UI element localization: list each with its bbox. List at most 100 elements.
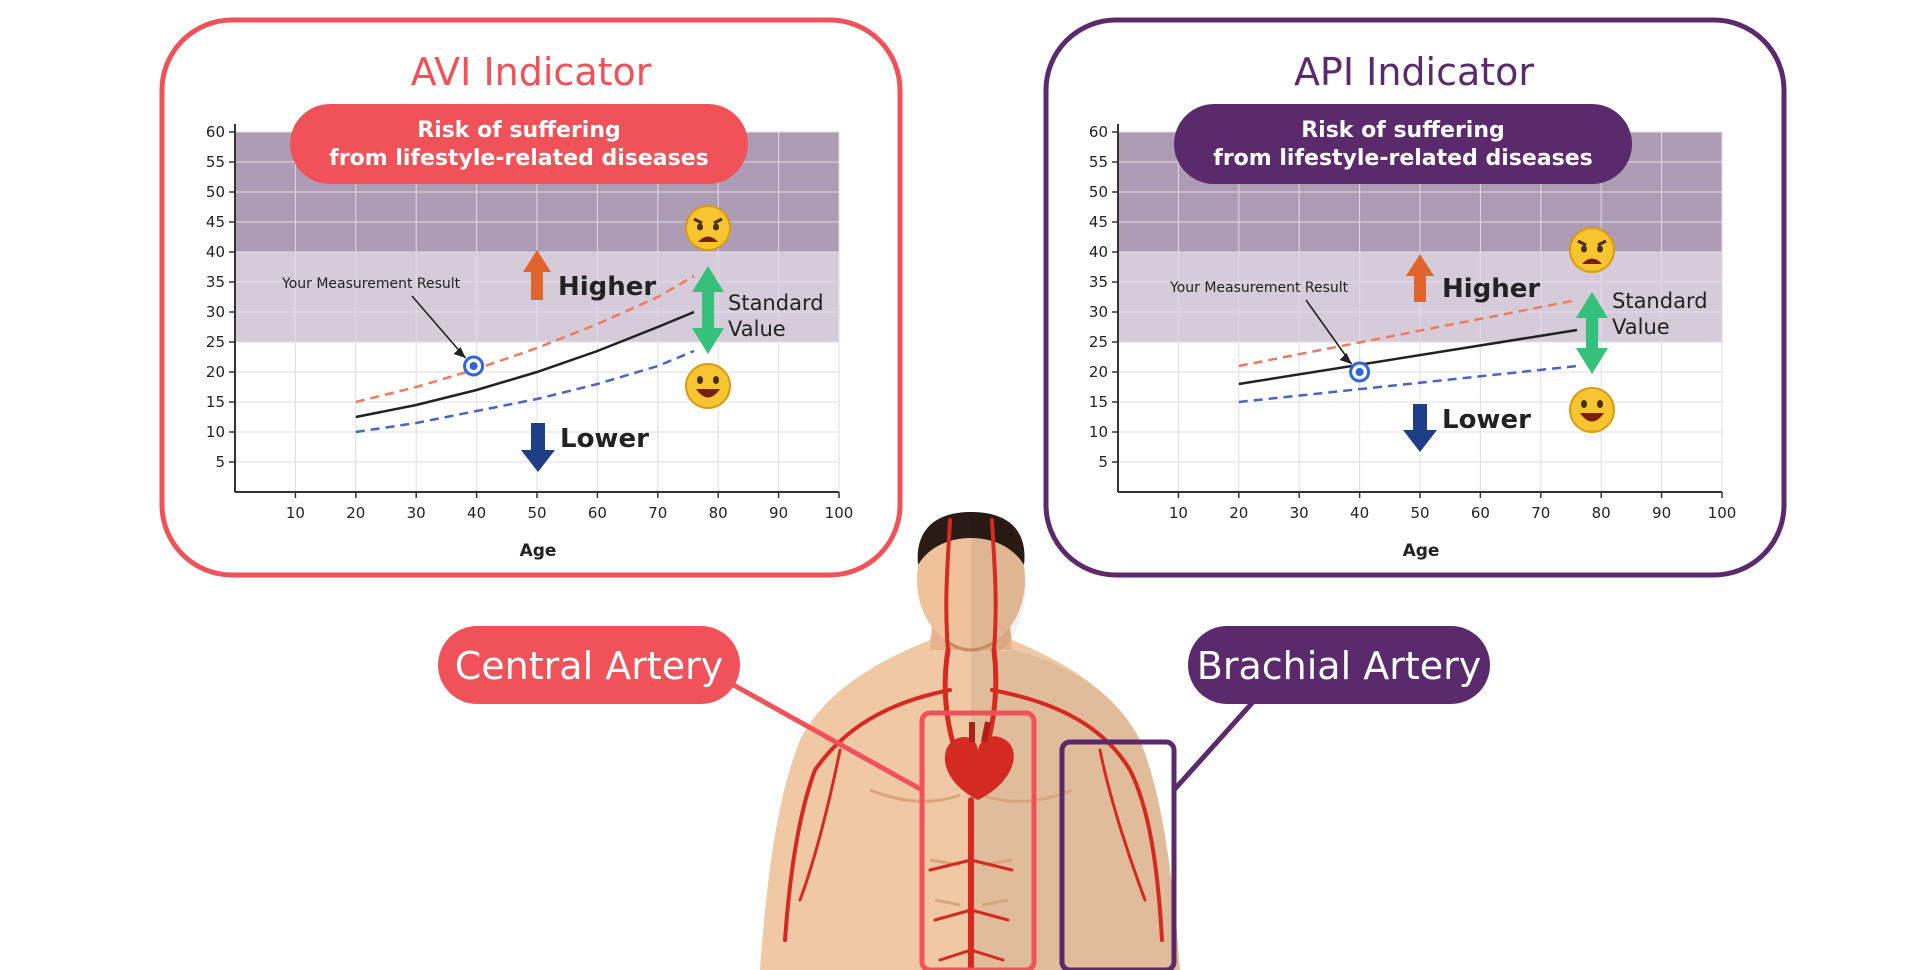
api-x-tick-label: 70 — [1531, 504, 1550, 522]
brachial-artery-label-text: Brachial Artery — [1197, 644, 1481, 688]
api-standard-label-2: Value — [1612, 315, 1670, 339]
api-banner-shape — [1174, 104, 1632, 184]
avi-upper-limit-line — [355, 274, 695, 404]
avi-x-tick-label: 80 — [709, 504, 728, 522]
api-lower-limit-line — [1238, 364, 1578, 404]
api-x-tick-label: 50 — [1410, 504, 1429, 522]
api-x-tick-label: 60 — [1471, 504, 1490, 522]
avi-y-tick-label: 35 — [206, 273, 225, 291]
avi-y-tick-label: 10 — [206, 423, 225, 441]
avi-x-tick-label: 30 — [407, 504, 426, 522]
avi-y-tick-label: 55 — [206, 153, 225, 171]
avi-x-tick-label: 20 — [346, 504, 365, 522]
avi-y-tick-label: 20 — [206, 363, 225, 381]
avi-measurement-pointer-head — [453, 347, 466, 358]
avi-standard-arrow-icon — [692, 266, 724, 354]
api-banner-line-2: from lifestyle-related diseases — [1213, 146, 1593, 171]
api-y-tick-label: 15 — [1089, 393, 1108, 411]
brachial-artery-highlight-box — [1059, 739, 1177, 970]
happy-face-icon — [685, 363, 731, 409]
api-y-tick-label: 60 — [1089, 123, 1108, 141]
avi-standard-label-1: Standard — [728, 291, 824, 315]
torso-head — [917, 512, 1025, 648]
avi-measurement-pointer — [411, 295, 467, 359]
avi-y-tick-label: 50 — [206, 183, 225, 201]
api-y-tick-label: 55 — [1089, 153, 1108, 171]
avi-risk-banner: Risk of suffering from lifestyle-related… — [290, 104, 748, 184]
avi-x-tick-label: 100 — [825, 504, 854, 522]
avi-y-tick-label: 5 — [215, 453, 225, 471]
api-x-tick-label: 10 — [1169, 504, 1188, 522]
worried-face-icon — [1569, 227, 1615, 273]
api-measurement-point — [1355, 368, 1364, 376]
avi-measurement-point — [469, 362, 478, 370]
avi-banner-line-2: from lifestyle-related diseases — [329, 146, 709, 171]
avi-x-tick-label: 10 — [286, 504, 305, 522]
central-artery-highlight-box — [919, 710, 1037, 970]
api-y-tick-label: 25 — [1089, 333, 1108, 351]
api-y-tick-label: 20 — [1089, 363, 1108, 381]
api-y-tick-label: 40 — [1089, 243, 1108, 261]
heart-icon — [944, 721, 1014, 800]
api-x-tick-label: 100 — [1708, 504, 1737, 522]
api-y-tick-label: 30 — [1089, 303, 1108, 321]
avi-banner-line-1: Risk of suffering — [417, 118, 621, 143]
api-lower-label: Lower — [1442, 405, 1531, 435]
avi-lower-label: Lower — [560, 424, 649, 454]
torso-hair — [917, 512, 1025, 565]
api-standard-line — [1238, 328, 1578, 386]
avi-y-tick-label: 40 — [206, 243, 225, 261]
api-panel-title: API Indicator — [1294, 50, 1534, 94]
torso-ab-lines — [929, 858, 1013, 907]
avi-standard-line — [355, 310, 695, 419]
api-y-tick-label: 45 — [1089, 213, 1108, 231]
brachial-artery-label: Brachial Artery — [1188, 626, 1490, 704]
api-banner-line-1: Risk of suffering — [1301, 118, 1505, 143]
avi-measurement-label: Your Measurement Result — [281, 276, 461, 292]
api-y-tick-label: 50 — [1089, 183, 1108, 201]
avi-x-axis-title: Age — [520, 541, 557, 561]
avi-x-tick-label: 60 — [588, 504, 607, 522]
avi-y-tick-label: 30 — [206, 303, 225, 321]
api-panel: API Indicator 5 10 15 20 25 30 35 40 45 50 55 60 10… — [1043, 17, 1787, 578]
avi-y-tick-label: 25 — [206, 333, 225, 351]
avi-y-tick-label: 15 — [206, 393, 225, 411]
avi-lower-limit-line — [355, 349, 695, 434]
api-x-tick-label: 30 — [1290, 504, 1309, 522]
api-standard-arrow-icon — [1576, 292, 1608, 374]
api-x-tick-label: 20 — [1229, 504, 1248, 522]
avi-higher-label: Higher — [558, 272, 656, 302]
avi-lower-arrow-icon — [521, 423, 555, 472]
central-artery-label: Central Artery — [438, 626, 740, 704]
api-measurement-label: Your Measurement Result — [1169, 280, 1349, 296]
api-higher-label: Higher — [1442, 274, 1540, 304]
api-x-tick-label: 80 — [1592, 504, 1611, 522]
avi-panel-title: AVI Indicator — [411, 50, 652, 94]
api-higher-arrow-icon — [1406, 254, 1434, 302]
avi-x-tick-label: 40 — [467, 504, 486, 522]
avi-x-tick-label: 90 — [769, 504, 788, 522]
api-lower-arrow-icon — [1403, 404, 1437, 452]
avi-standard-label-2: Value — [728, 317, 786, 341]
api-measurement-pointer-head — [1339, 353, 1352, 364]
api-y-tick-label: 5 — [1098, 453, 1108, 471]
api-x-tick-label: 90 — [1652, 504, 1671, 522]
avi-x-tick-label: 50 — [527, 504, 546, 522]
api-y-tick-label: 35 — [1089, 273, 1108, 291]
avi-x-tick-label: 70 — [648, 504, 667, 522]
avi-y-tick-label: 60 — [206, 123, 225, 141]
avi-panel: AVI Indicator 5 10 15 20 25 30 35 40 45 50 55 60 10… — [159, 17, 903, 578]
api-upper-limit-line — [1238, 298, 1578, 368]
avi-banner-shape — [290, 104, 748, 184]
api-x-tick-label: 40 — [1350, 504, 1369, 522]
api-measurement-pointer — [1305, 299, 1353, 365]
api-standard-label-1: Standard — [1612, 289, 1708, 313]
central-artery-connector — [728, 680, 924, 793]
api-y-tick-label: 10 — [1089, 423, 1108, 441]
api-risk-banner: Risk of suffering from lifestyle-related… — [1174, 104, 1632, 184]
worried-face-icon — [685, 205, 731, 251]
avi-higher-arrow-icon — [523, 250, 551, 300]
avi-y-tick-label: 45 — [206, 213, 225, 231]
api-x-axis-title: Age — [1403, 541, 1440, 561]
